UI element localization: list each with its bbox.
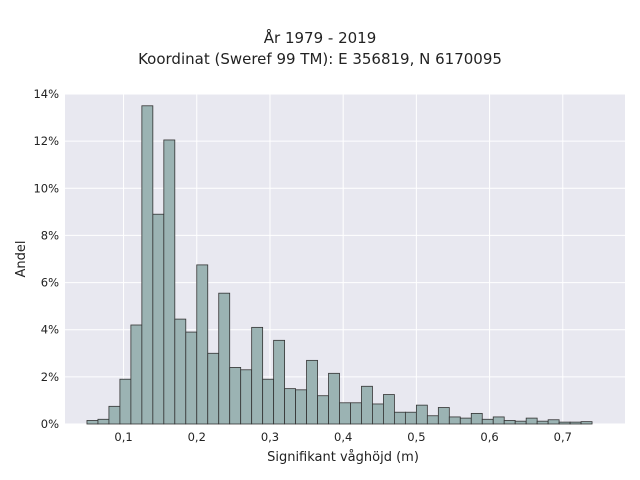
y-tick-label: 12% [33,134,59,148]
histogram-bar [108,405,121,425]
y-tick-label: 10% [33,181,59,195]
histogram-bar [569,421,582,425]
chart-subtitle: Koordinat (Sweref 99 TM): E 356819, N 61… [138,50,502,68]
histogram-bar [514,420,527,425]
histogram-bar [580,421,593,425]
histogram-bar [525,417,538,425]
x-tick-label: 0,6 [480,430,498,444]
histogram-bar [119,378,132,425]
histogram-bar [152,213,165,425]
x-tick-labels: 0,1 0,2 0,3 0,4 0,5 0,6 0,7 [114,430,572,444]
histogram-bar [97,418,110,425]
histogram-bar [240,369,253,425]
bars [86,105,593,425]
histogram-bar [404,411,417,425]
histogram-bar [262,378,275,425]
histogram-bar [130,324,143,425]
x-tick-label: 0,2 [188,430,206,444]
histogram-bar [372,403,384,425]
histogram-bar [481,418,494,425]
histogram-bar [251,326,264,425]
x-tick-label: 0,5 [407,430,425,444]
histogram-bar [218,292,231,425]
histogram-bar [536,420,549,425]
histogram-bar [229,367,242,425]
y-tick-label: 2% [41,370,59,384]
y-tick-labels: 0% 2% 4% 6% 8% 10% 12% 14% [33,87,59,431]
histogram-bar [547,419,560,425]
histogram-bar [339,402,351,425]
histogram-bar [273,339,286,425]
x-tick-label: 0,3 [261,430,279,444]
histogram-bar [558,421,571,425]
histogram-bar [174,318,187,425]
histogram-bar [459,417,472,425]
y-tick-label: 6% [41,276,59,290]
histogram-bar [350,402,362,425]
histogram-bar [295,389,307,425]
histogram-bar [426,415,439,425]
histogram-bar [141,105,154,425]
histogram-bar [361,385,373,425]
x-axis-label: Signifikant våghöjd (m) [267,450,419,465]
y-axis-label: Andel [14,241,29,278]
y-tick-label: 4% [41,323,59,337]
histogram-bar [448,416,461,425]
histogram-bar [317,395,329,425]
histogram-bar [383,394,395,425]
histogram-bar [470,412,483,425]
histogram-bar [185,331,198,425]
histogram-bar [492,416,505,425]
histogram-bar [394,411,406,425]
x-tick-label: 0,4 [334,430,352,444]
histogram-bar [503,420,516,425]
y-tick-label: 8% [41,228,59,242]
histogram-bar [415,404,428,425]
histogram-bar [306,359,318,425]
y-tick-label: 14% [33,87,59,101]
histogram-bar [437,407,450,425]
x-tick-label: 0,1 [114,430,132,444]
y-tick-label: 0% [41,417,59,431]
histogram-bar [163,139,176,425]
histogram-bar [284,388,296,425]
chart-title: År 1979 - 2019 [263,29,377,47]
histogram-bar [196,264,209,425]
histogram-bar [328,372,340,425]
histogram-bar [207,352,220,425]
histogram-bar [86,420,99,425]
x-tick-label: 0,7 [554,430,572,444]
